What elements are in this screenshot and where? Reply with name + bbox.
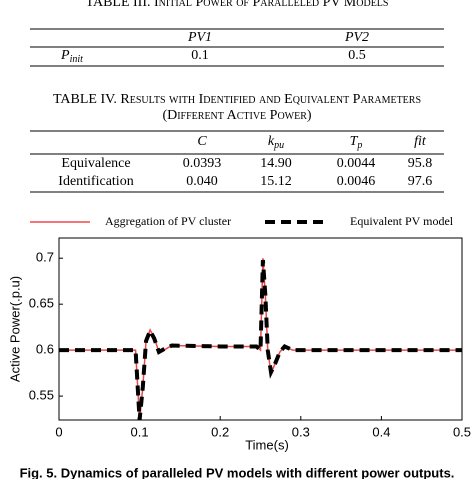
table-header-main: C [197, 134, 207, 149]
table-caption: TABLE III. Initial Power of Paralleled P… [86, 0, 389, 10]
table-cell: 95.8 [408, 156, 433, 171]
plot-frame [58, 237, 463, 421]
table-cell: 0.0393 [183, 156, 222, 171]
table-cell: 0.0046 [337, 174, 376, 189]
legend-label: Equivalent PV model [350, 214, 454, 228]
table-cell: 0.040 [186, 174, 218, 189]
x-tick-label: 0.5 [453, 424, 471, 439]
x-tick-label: 0 [55, 424, 62, 439]
table-header: Tp [350, 134, 363, 151]
table-caption: TABLE IV. Results with Identified and Eq… [53, 92, 421, 107]
table-header: kpu [268, 134, 284, 151]
table-cell: 14.90 [260, 156, 292, 171]
table-cell: Identification [58, 174, 133, 189]
y-tick-label: 0.55 [29, 388, 54, 403]
table-header-main: k [268, 134, 275, 149]
x-tick-label: 0.2 [211, 424, 229, 439]
legend-label: Aggregation of PV cluster [105, 214, 231, 228]
table-cell: Equivalence [61, 156, 130, 171]
table-header: fit [414, 134, 427, 149]
series-line [59, 259, 462, 420]
x-tick-label: 0.4 [372, 424, 390, 439]
y-tick-label: 0.7 [36, 250, 54, 265]
y-tick-label: 0.65 [29, 296, 54, 311]
table-header: C [197, 134, 207, 149]
figure-caption: Fig. 5. Dynamics of paralleled PV models… [20, 465, 455, 479]
table-header-main: fit [414, 134, 427, 149]
x-axis-label: Time(s) [245, 437, 289, 452]
table-cell: 0.1 [191, 48, 209, 63]
table-header-sub: p [356, 140, 362, 151]
table-header-sub: pu [273, 140, 284, 151]
table-header: PV2 [344, 30, 369, 45]
table-cell: 97.6 [408, 174, 433, 189]
x-tick-label: 0.3 [292, 424, 310, 439]
row-label-sub: init [70, 54, 84, 65]
table-header: PV1 [187, 30, 212, 45]
table-cell: 0.5 [348, 48, 366, 63]
table-caption: (Different Active Power) [162, 108, 311, 123]
table-cell: 0.0044 [337, 156, 376, 171]
x-tick-label: 0.1 [131, 424, 149, 439]
table-header-main: T [350, 134, 359, 149]
y-tick-label: 0.6 [36, 342, 54, 357]
table-cell: 15.12 [260, 174, 292, 189]
row-label: Pinit [60, 48, 83, 65]
row-label-main: P [60, 48, 70, 63]
y-axis-label: Active Power(.p.u) [7, 276, 22, 382]
